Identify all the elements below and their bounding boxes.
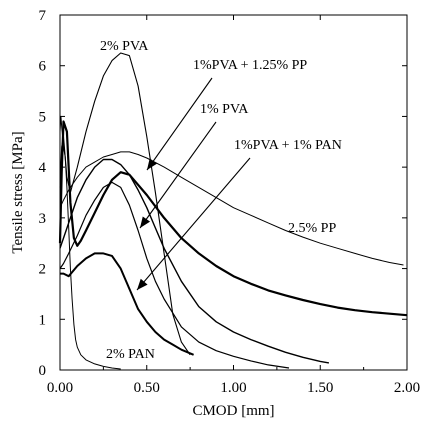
annotations: 2% PVA 1%PVA + 1.25% PP 1% PVA 1%PVA + 1% P… <box>100 39 342 362</box>
series-line-5 <box>60 252 194 356</box>
series-label-2: 1% PVA <box>200 102 249 117</box>
arrow-head-0 <box>147 158 158 170</box>
arrow-head-1 <box>140 216 151 228</box>
arrow-head-2 <box>137 278 148 290</box>
y-tick-label: 4 <box>39 160 47 176</box>
series-line-1 <box>59 158 330 364</box>
series-label-3: 1%PVA + 1% PAN <box>234 138 342 153</box>
y-tick-label: 1 <box>39 312 47 328</box>
y-tick-label: 5 <box>39 109 47 125</box>
y-tick-label: 3 <box>39 211 47 227</box>
axes: 0.00 0.50 1.00 1.50 2.00 0 1 2 3 4 5 6 7 CMOD [mm] Ten… <box>10 8 420 419</box>
y-tick-label: 6 <box>39 59 47 75</box>
series-lines <box>58 52 408 370</box>
arrow-line-0 <box>146 77 213 171</box>
x-tick-label: 0.00 <box>47 380 73 396</box>
series-line-3 <box>59 151 404 266</box>
series-label-0: 2% PVA <box>100 39 149 54</box>
y-tick-label: 2 <box>39 262 47 278</box>
y-tick-label: 7 <box>39 8 47 24</box>
x-tick-label: 1.50 <box>307 380 333 396</box>
series-line-2 <box>59 181 290 369</box>
series-line-0 <box>59 52 191 356</box>
series-label-1: 1%PVA + 1.25% PP <box>193 58 307 73</box>
y-axis-label: Tensile stress [MPa] <box>10 131 26 253</box>
series-label-4: 2.5% PP <box>288 221 336 236</box>
series-line-6 <box>59 115 121 370</box>
x-axis-label: CMOD [mm] <box>192 403 274 419</box>
x-tick-label: 1.00 <box>220 380 246 396</box>
x-tick-label: 2.00 <box>394 380 420 396</box>
y-tick-label: 0 <box>39 363 47 379</box>
arrow-line-2 <box>136 157 251 291</box>
series-label-5: 2% PAN <box>106 347 155 362</box>
x-tick-label: 0.50 <box>134 380 160 396</box>
arrow-line-1 <box>139 121 217 229</box>
